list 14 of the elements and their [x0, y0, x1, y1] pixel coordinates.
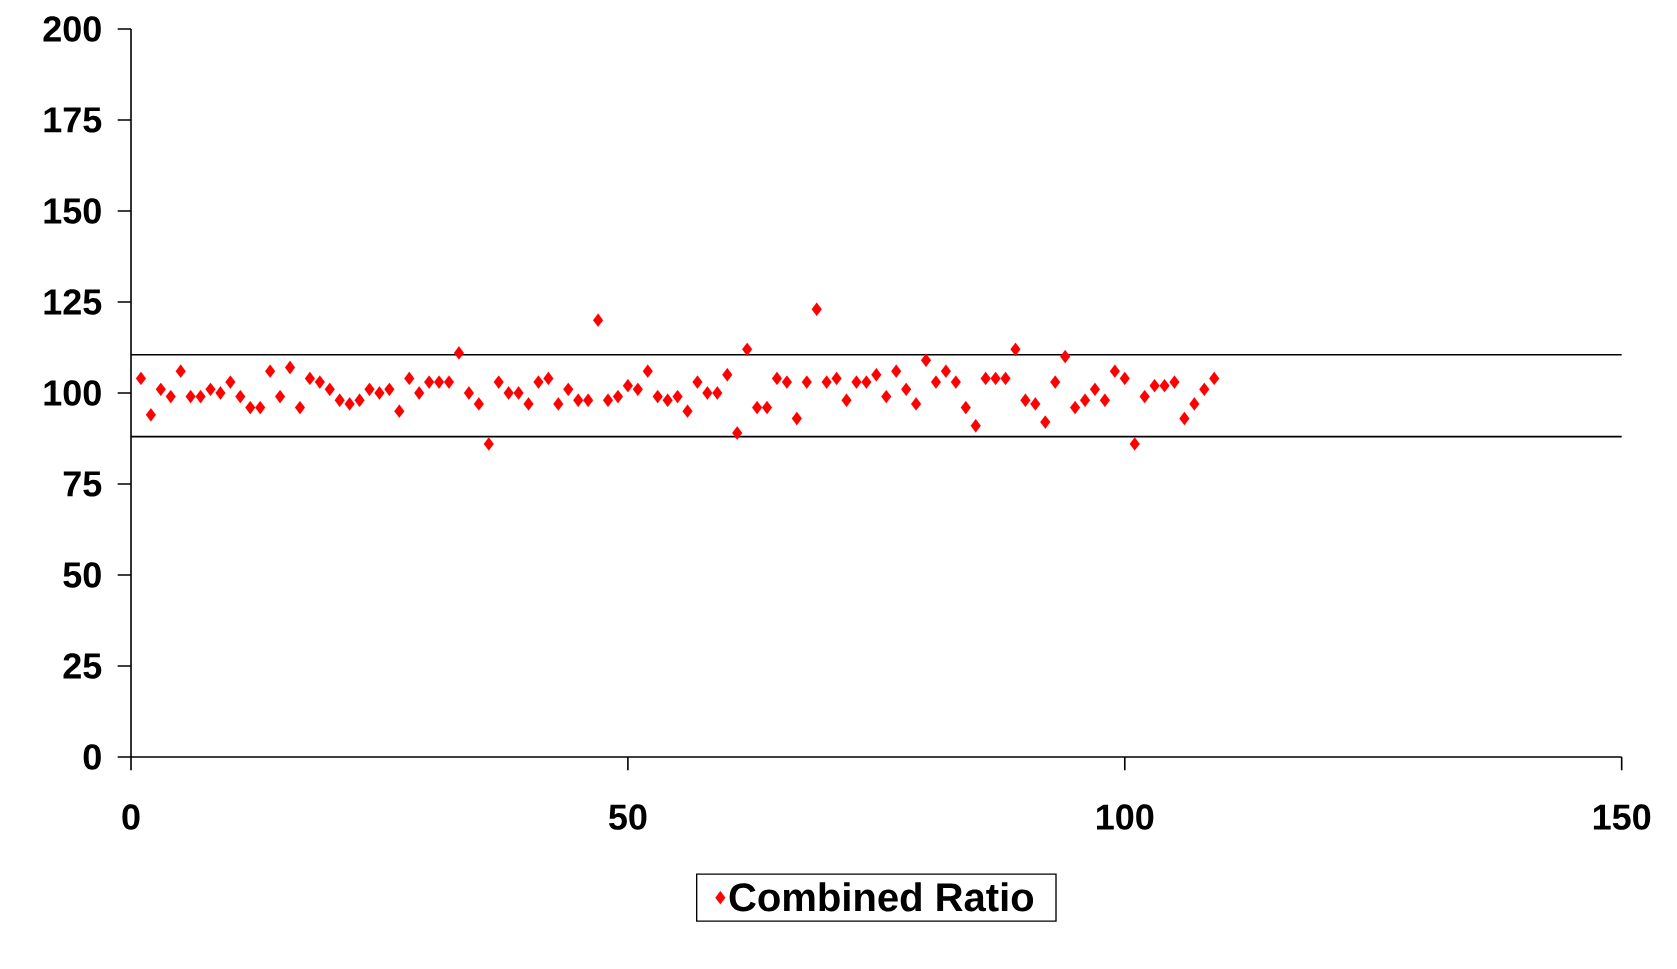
y-tick-label: 75	[63, 471, 102, 497]
y-tick-label: 150	[44, 198, 101, 224]
x-tick-label: 0	[122, 804, 140, 830]
y-tick-label: 0	[83, 744, 101, 770]
y-tick-label: 100	[44, 380, 101, 406]
x-tick-label: 100	[1097, 804, 1154, 830]
x-tick-label: 150	[1593, 804, 1651, 830]
legend-label: Combined Ratio	[729, 882, 1034, 912]
y-tick-label: 25	[63, 653, 102, 679]
y-tick-label: 50	[63, 562, 101, 588]
y-tick-label: 175	[44, 107, 102, 133]
x-tick-label: 50	[608, 804, 647, 830]
y-tick-label: 125	[44, 289, 102, 315]
y-tick-label: 200	[43, 16, 101, 42]
